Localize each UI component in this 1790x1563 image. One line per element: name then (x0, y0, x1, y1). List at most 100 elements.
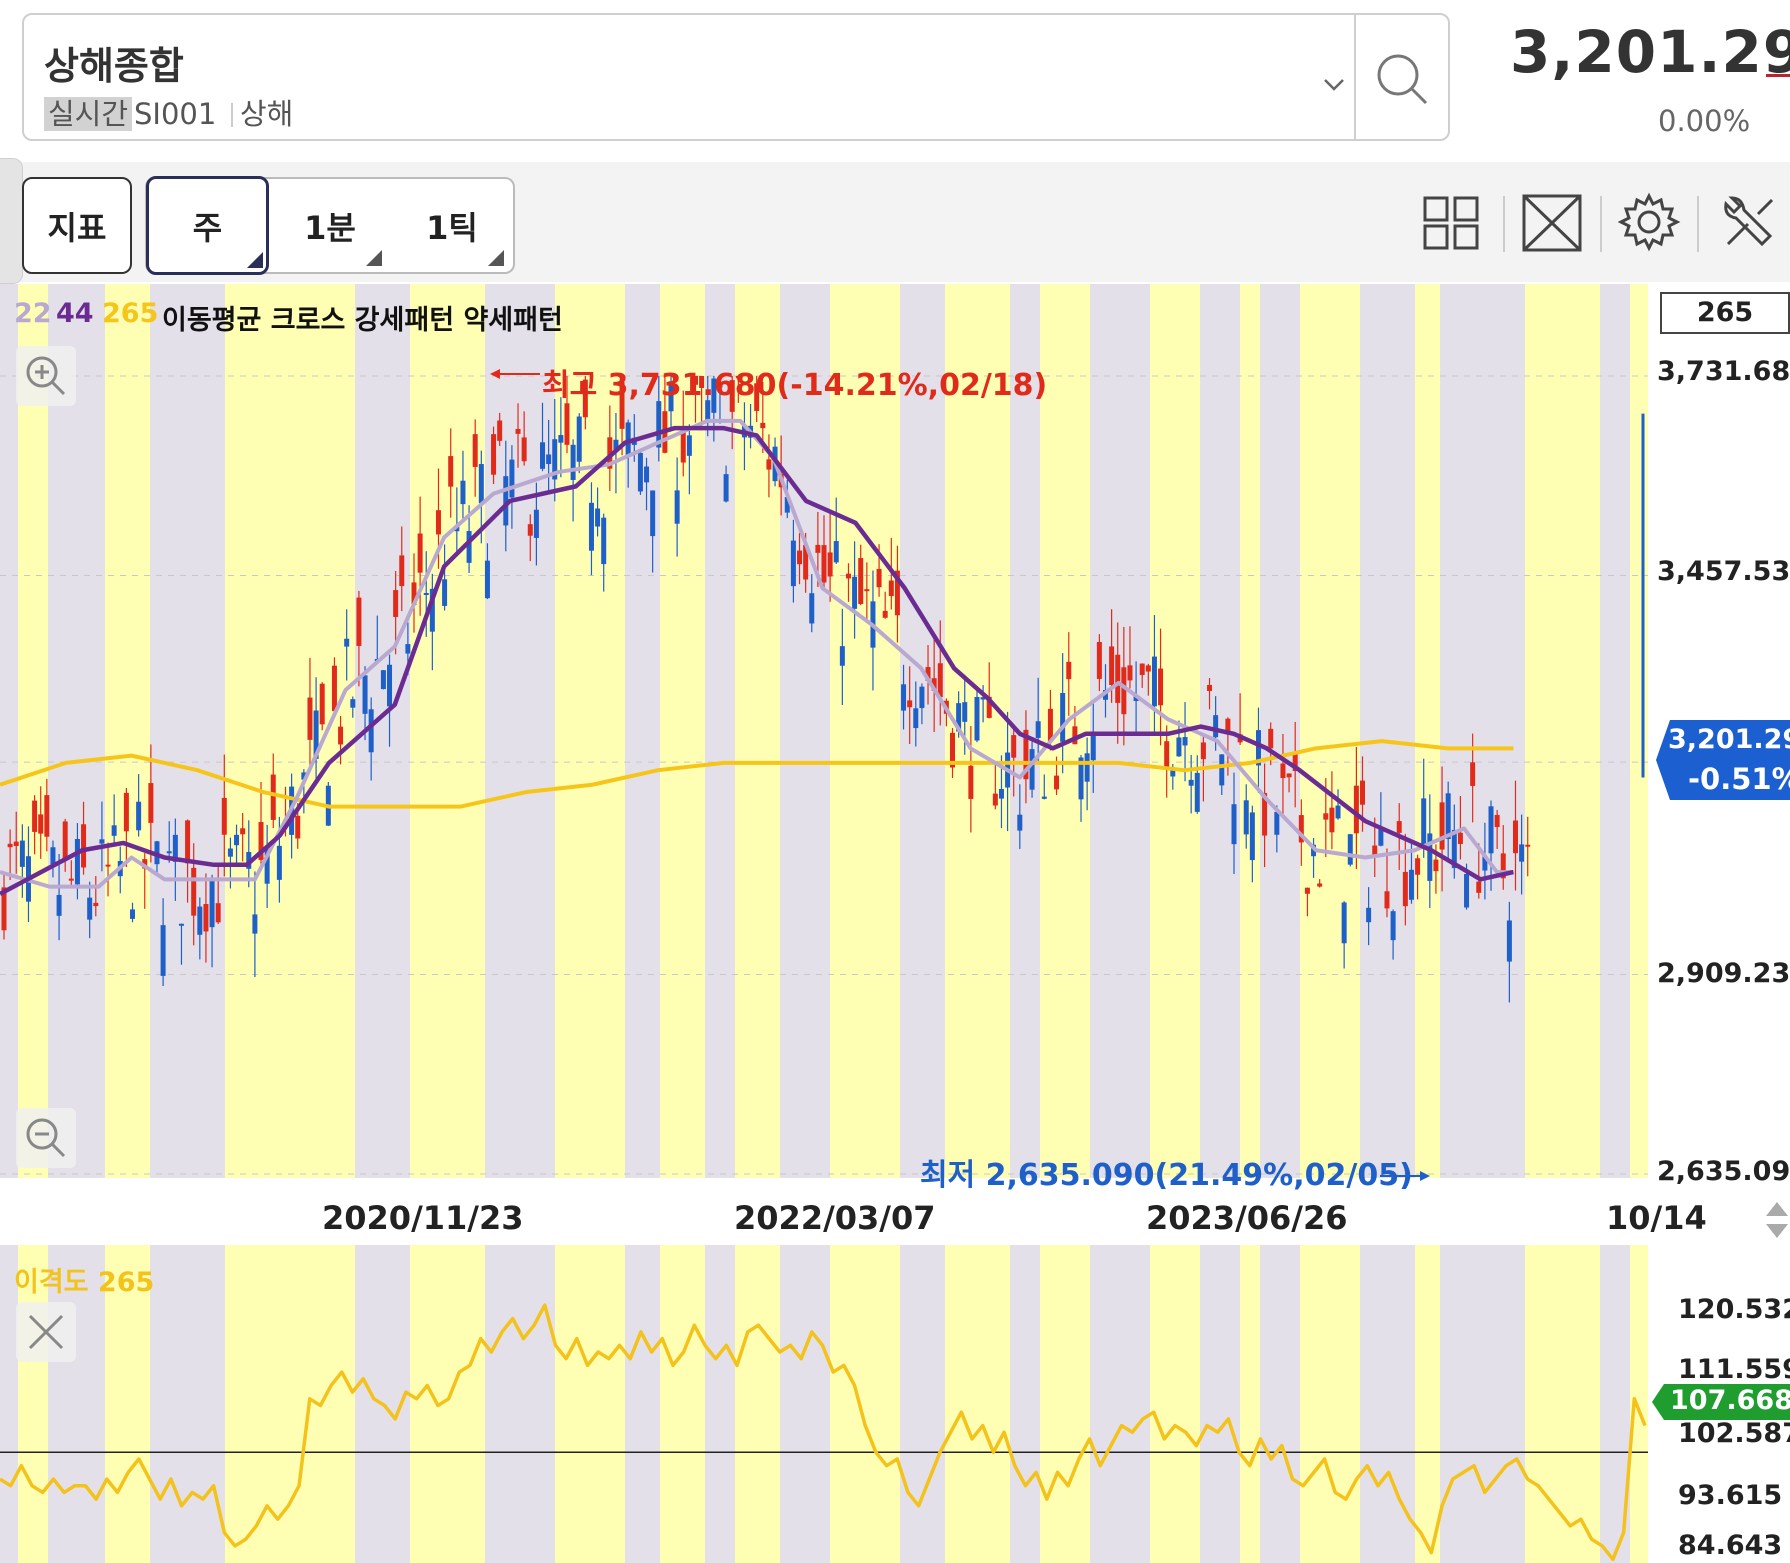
y-tick-label: 3,457.532 (1657, 556, 1790, 587)
background-band (1260, 1245, 1300, 1563)
current-change-value: -0.51% (1688, 762, 1790, 796)
candle-body (1035, 721, 1041, 738)
candle-body (601, 517, 607, 565)
background-band (705, 284, 735, 1178)
candle-body (307, 697, 313, 740)
candle-body (338, 726, 344, 745)
candle-body (1512, 820, 1518, 854)
candle-body (894, 570, 900, 616)
candle-body (644, 466, 650, 483)
background-band (1090, 1245, 1150, 1563)
background-band (1525, 1245, 1600, 1563)
candle-body (607, 437, 613, 469)
candle-body (191, 867, 197, 916)
legend-ma-short: 22 (14, 298, 52, 329)
candle-body (1323, 813, 1329, 820)
candle-body (270, 774, 276, 820)
candle-body (1158, 668, 1164, 706)
fullscreen-icon[interactable] (1520, 190, 1584, 254)
y-tick-label: 3,731.680 (1657, 356, 1790, 387)
candle-body (423, 592, 429, 595)
candle-body (227, 848, 233, 857)
candle-body (491, 434, 497, 475)
candle-body (735, 376, 741, 379)
chevron-down-icon[interactable] (1312, 63, 1356, 107)
candle-body (178, 923, 184, 926)
candle-body (968, 765, 974, 799)
candle-body (980, 697, 986, 700)
candle-body (240, 828, 246, 835)
zoom-out-icon[interactable] (16, 1108, 76, 1168)
background-band (105, 1245, 150, 1563)
candle-body (833, 541, 839, 563)
scroll-arrows-icon[interactable] (1764, 1198, 1790, 1242)
date-tick-label: 2022/03/07 (734, 1199, 936, 1237)
candle-body (1066, 661, 1072, 680)
candle-body (1470, 762, 1476, 786)
candle-body (1194, 772, 1200, 812)
legend-title: 이동평균 크로스 강세패턴 약세패턴 (162, 305, 563, 336)
background-band (830, 284, 900, 1178)
candle-body (552, 439, 558, 480)
period-week-button[interactable]: 주 (146, 176, 269, 275)
candle-body (809, 593, 815, 624)
candle-body (784, 497, 790, 513)
dropdown-corner-icon (366, 250, 382, 266)
grid-layout-icon[interactable] (1419, 190, 1483, 254)
candle-body (356, 597, 362, 646)
candle-body (1280, 763, 1286, 779)
close-icon[interactable] (16, 1302, 76, 1362)
candle-body (925, 667, 931, 681)
candle-body (717, 384, 723, 388)
candle-body (882, 610, 888, 618)
candle-body (650, 490, 656, 537)
candle-body (393, 590, 399, 617)
candle-body (1439, 802, 1445, 850)
sub-y-tick-label: 102.587 (1678, 1418, 1790, 1449)
background-band (1010, 1245, 1040, 1563)
background-band (410, 1245, 485, 1563)
period-1tick-button[interactable]: 1틱 (426, 208, 478, 247)
candle-body (956, 703, 962, 732)
side-panel-handle[interactable] (0, 158, 23, 284)
candle-body (625, 422, 631, 456)
search-button[interactable] (1356, 15, 1450, 139)
background-band (485, 284, 555, 1178)
candle-body (234, 834, 240, 846)
background-band (18, 1245, 48, 1563)
candle-body (1488, 806, 1494, 854)
candle-body (417, 533, 423, 573)
candle-body (901, 684, 907, 711)
candle-body (619, 381, 625, 429)
candle-body (821, 545, 827, 583)
candle-body (221, 797, 227, 835)
symbol-search-box[interactable]: 상해종합 실시간 SI001 상해 (22, 13, 1450, 141)
period-1min-button[interactable]: 1분 (304, 208, 356, 247)
candle-body (1017, 814, 1023, 831)
price-chart[interactable] (0, 284, 1790, 1194)
background-band (900, 1245, 945, 1563)
indicator-button[interactable]: 지표 (22, 177, 132, 274)
candle-body (1109, 646, 1115, 686)
candle-body (1292, 754, 1298, 772)
candle-body (766, 459, 772, 470)
candle-body (503, 476, 509, 526)
candle-body (1188, 779, 1194, 786)
settings-gear-icon[interactable] (1617, 190, 1681, 254)
candle-body (1433, 859, 1439, 872)
candle-body (527, 524, 533, 536)
tools-icon[interactable] (1718, 190, 1782, 254)
candle-body (1121, 667, 1127, 715)
candle-body (588, 502, 594, 551)
candle-body (1384, 891, 1390, 909)
background-band (555, 1245, 625, 1563)
candle-body (215, 903, 221, 923)
background-band (1300, 1245, 1360, 1563)
zoom-in-icon[interactable] (16, 346, 76, 406)
candle-body (570, 444, 576, 480)
disparity-chart[interactable] (0, 1245, 1790, 1563)
candle-body (839, 646, 845, 666)
candle-body (797, 550, 803, 565)
candle-body (1072, 726, 1078, 745)
date-axis (0, 1193, 1790, 1245)
